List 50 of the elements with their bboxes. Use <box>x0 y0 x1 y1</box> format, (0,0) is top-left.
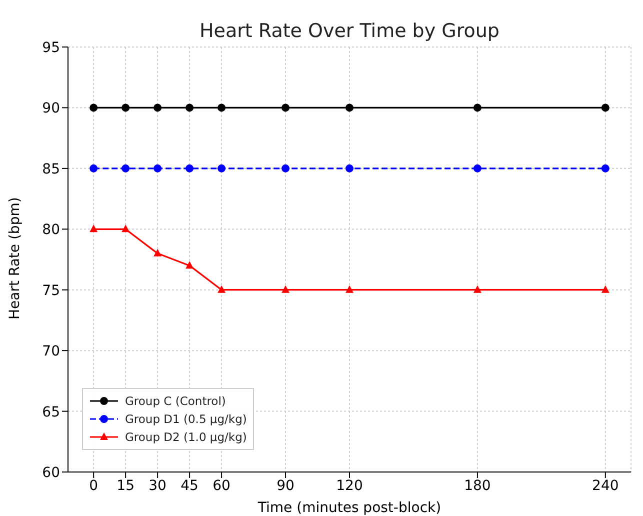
x-tick-label: 90 <box>276 478 294 494</box>
legend-label: Group D1 (0.5 μg/kg) <box>125 411 247 428</box>
x-tick-label: 15 <box>116 478 134 494</box>
x-tick-label: 60 <box>212 478 230 494</box>
point <box>282 164 290 172</box>
y-tick-label: 65 <box>42 404 60 420</box>
y-tick-label: 95 <box>42 40 60 56</box>
point <box>601 104 610 112</box>
point <box>122 224 130 232</box>
point <box>154 164 162 172</box>
point <box>346 285 354 293</box>
point <box>346 164 354 172</box>
legend-label: Group D2 (1.0 μg/kg) <box>125 429 247 446</box>
point <box>282 285 290 293</box>
point <box>90 104 98 112</box>
x-tick-label: 240 <box>592 478 619 494</box>
x-axis-title: Time (minutes post-block) <box>256 500 442 516</box>
point <box>346 104 354 112</box>
point <box>218 285 226 293</box>
legend-label: Group C (Control) <box>125 393 226 410</box>
x-tick-label: 120 <box>336 478 363 494</box>
point <box>601 285 610 293</box>
point <box>218 164 226 172</box>
point <box>186 104 194 112</box>
point <box>601 164 610 172</box>
point <box>473 104 482 112</box>
x-tick-label: 30 <box>148 478 166 494</box>
point <box>282 104 290 112</box>
y-tick-label: 70 <box>42 344 60 360</box>
point <box>186 261 194 269</box>
x-tick-label: 180 <box>464 478 491 494</box>
y-tick-label: 75 <box>42 282 60 299</box>
y-tick-label: 90 <box>42 100 60 117</box>
x-tick-label: 0 <box>89 478 98 494</box>
point <box>90 164 98 172</box>
chart-title: Heart Rate Over Time by Group <box>200 20 500 42</box>
point <box>122 104 130 112</box>
point <box>154 104 162 112</box>
point <box>473 285 482 293</box>
point <box>122 164 130 172</box>
point <box>218 104 226 112</box>
point <box>186 164 194 172</box>
y-tick-label: 60 <box>42 464 60 481</box>
y-axis-title: Heart Rate (bpm) <box>6 197 23 320</box>
x-tick-label: 45 <box>180 478 198 494</box>
point <box>473 164 482 172</box>
point <box>154 248 162 256</box>
point <box>90 224 98 232</box>
y-tick-label: 80 <box>42 222 60 238</box>
y-tick-label: 85 <box>42 161 60 178</box>
